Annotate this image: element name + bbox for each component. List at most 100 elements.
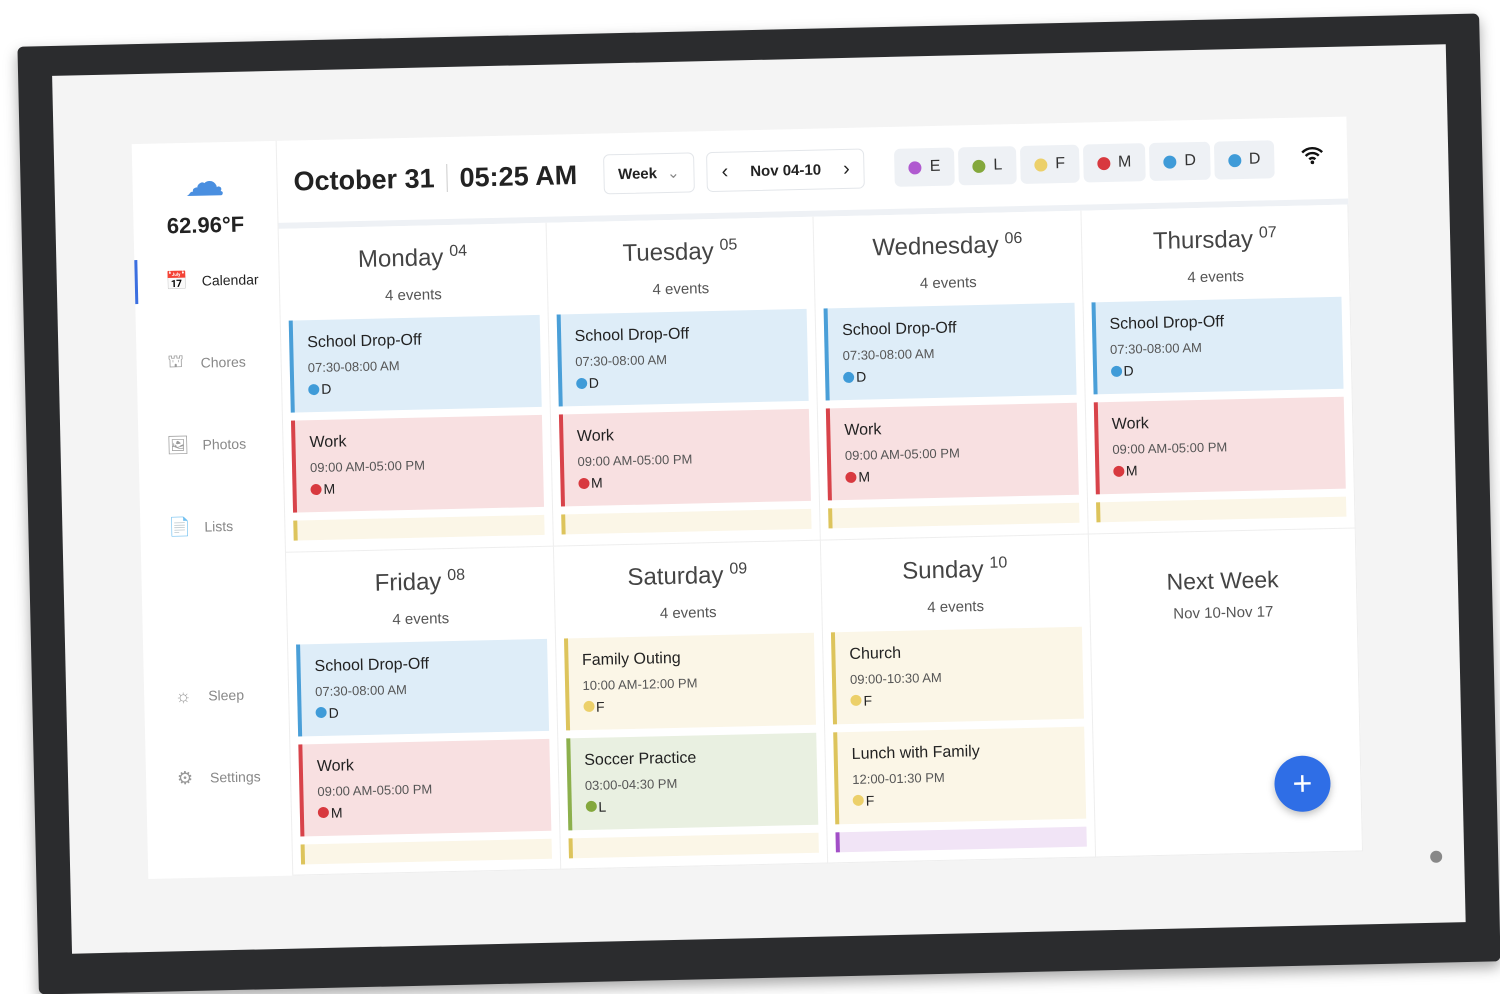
event-card[interactable]: School Drop-Off 07:30-08:00 AM D	[288, 314, 542, 413]
day-number: 05	[719, 236, 738, 254]
day-cell-thursday[interactable]: Thursday 07 4 events School Drop-Off 07:30-0…	[1080, 204, 1356, 535]
event-card[interactable]: Soccer Practice 03:00-04:30 PM L	[565, 732, 819, 830]
camera-indicator	[1430, 850, 1443, 863]
member-filter-chip[interactable]: F	[1019, 144, 1080, 184]
sidebar-item-label: Calendar	[201, 271, 259, 289]
day-heading: Friday 08	[294, 564, 545, 599]
event-member: M	[310, 476, 529, 497]
sidebar-item-sleep[interactable]: ☼ Sleep	[144, 672, 289, 719]
event-card-partial[interactable]	[568, 832, 819, 858]
day-cell-sunday[interactable]: Sunday 10 4 events Church 09:00-10:30 AM F Lun…	[820, 534, 1096, 864]
day-heading: Saturday 09	[562, 558, 813, 593]
event-time: 12:00-01:30 PM	[852, 769, 945, 787]
next-week-range: Nov 10-Nov 17	[1173, 602, 1274, 623]
member-filter-chip[interactable]: M	[1082, 143, 1146, 183]
event-card-partial[interactable]	[293, 514, 545, 541]
event-card-partial[interactable]	[835, 826, 1087, 852]
member-filter-chip[interactable]: E	[894, 147, 955, 187]
event-member: F	[852, 787, 1072, 809]
member-initial: M	[1117, 153, 1132, 171]
view-select[interactable]: Week ⌄	[602, 152, 696, 195]
member-filter-chip[interactable]: L	[957, 146, 1017, 186]
member-initial: F	[865, 791, 875, 809]
member-initial: L	[598, 798, 607, 815]
device-frame: ☁ 62.96°F 📅 Calendar ⛫ Chores 🖼 Photos 📄 Lists …	[17, 13, 1500, 994]
event-title: Family Outing	[581, 649, 681, 669]
event-card[interactable]: Family Outing 10:00 AM-12:00 PM F	[563, 632, 817, 730]
event-time: 09:00-10:30 AM	[849, 669, 942, 687]
current-time: 05:25 AM	[459, 159, 578, 193]
event-count: 4 events	[659, 603, 717, 622]
event-card-partial[interactable]	[828, 502, 1080, 529]
screen: ☁ 62.96°F 📅 Calendar ⛫ Chores 🖼 Photos 📄 Lists …	[52, 44, 1466, 954]
event-count: 4 events	[919, 274, 977, 293]
event-time: 07:30-08:00 AM	[314, 681, 408, 699]
event-card[interactable]: Work 09:00 AM-05:00 PM M	[290, 414, 544, 513]
event-card[interactable]: Work 09:00 AM-05:00 PM M	[558, 408, 811, 507]
member-initial: D	[328, 704, 339, 721]
chevron-left-icon[interactable]: ‹	[721, 160, 729, 183]
chevron-down-icon: ⌄	[666, 164, 680, 182]
day-cell-saturday[interactable]: Saturday 09 4 events Family Outing 10:00 AM-…	[553, 540, 829, 870]
event-title: School Drop-Off	[574, 325, 690, 346]
day-cell-wednesday[interactable]: Wednesday 06 4 events School Drop-Off 07:30-…	[813, 210, 1089, 541]
chores-icon: ⛫	[167, 351, 185, 372]
day-cell-tuesday[interactable]: Tuesday 05 4 events School Drop-Off 07:30-08…	[546, 216, 821, 547]
member-filter-chip[interactable]: D	[1213, 140, 1275, 180]
member-initial: L	[993, 156, 1003, 174]
event-title: Work	[1111, 415, 1150, 433]
day-name: Tuesday	[622, 237, 715, 268]
sidebar-item-chores[interactable]: ⛫ Chores	[136, 339, 281, 386]
event-card[interactable]: School Drop-Off 07:30-08:00 AM D	[1091, 296, 1344, 395]
event-card[interactable]: School Drop-Off 07:30-08:00 AM D	[823, 302, 1077, 401]
day-cell-friday[interactable]: Friday 08 4 events School Drop-Off 07:30-08:…	[285, 546, 561, 876]
event-time: 09:00 AM-05:00 PM	[309, 457, 426, 476]
event-title: Work	[844, 421, 882, 440]
sidebar-item-calendar[interactable]: 📅 Calendar	[134, 256, 280, 305]
event-card[interactable]: Work 09:00 AM-05:00 PM M	[825, 402, 1079, 501]
member-initial: M	[323, 480, 336, 497]
member-color-dot	[1096, 156, 1111, 170]
sidebar-item-photos[interactable]: 🖼 Photos	[138, 421, 283, 468]
member-initial: E	[929, 157, 941, 176]
day-heading: Tuesday 05	[554, 235, 805, 270]
sidebar-item-label: Chores	[200, 353, 246, 371]
calendar-icon: 📅	[165, 270, 189, 291]
sidebar-bottom-nav: ☼ Sleep ⚙ Settings	[144, 672, 292, 839]
day-number: 10	[989, 553, 1008, 572]
event-card-partial[interactable]	[560, 508, 812, 535]
week-grid: Monday 04 4 events School Drop-Off 07:30-08:…	[278, 204, 1364, 876]
next-week-cell[interactable]: Next Week Nov 10-Nov 17 +	[1088, 527, 1364, 858]
sidebar-nav: 📅 Calendar ⛫ Chores 🖼 Photos 📄 Lists	[134, 256, 285, 588]
event-member: D	[843, 364, 1062, 385]
event-card[interactable]: School Drop-Off 07:30-08:00 AM D	[556, 308, 809, 407]
event-title: Work	[576, 427, 615, 446]
day-name: Friday	[374, 567, 442, 597]
event-count: 4 events	[652, 280, 710, 299]
sidebar-item-settings[interactable]: ⚙ Settings	[146, 754, 291, 801]
event-title: Church	[849, 644, 902, 663]
add-event-button[interactable]: +	[1273, 755, 1332, 813]
chevron-right-icon[interactable]: ›	[842, 157, 850, 180]
header: October 31 05:25 AM Week ⌄ ‹ Nov 04-10 › …	[276, 116, 1349, 229]
event-member: D	[315, 700, 534, 721]
event-card-partial[interactable]	[300, 838, 552, 864]
sun-icon: ☼	[174, 685, 192, 706]
event-card[interactable]: Work 09:00 AM-05:00 PM M	[1093, 396, 1346, 495]
event-card[interactable]: Lunch with Family 12:00-01:30 PM F	[833, 726, 1086, 824]
event-card[interactable]: School Drop-Off 07:30-08:00 AM D	[296, 638, 549, 737]
event-time: 10:00 AM-12:00 PM	[582, 674, 698, 693]
member-color-dot	[585, 800, 597, 813]
member-initial: M	[590, 474, 603, 491]
sidebar-item-lists[interactable]: 📄 Lists	[140, 503, 285, 550]
event-time: 09:00 AM-05:00 PM	[844, 445, 960, 464]
day-cell-monday[interactable]: Monday 04 4 events School Drop-Off 07:30-08:…	[278, 222, 554, 553]
member-initial: F	[595, 698, 605, 715]
wifi-icon	[1300, 145, 1325, 172]
event-card[interactable]: Church 09:00-10:30 AM F	[830, 626, 1084, 724]
event-card-partial[interactable]	[1095, 496, 1347, 523]
day-number: 06	[1004, 229, 1023, 248]
event-card[interactable]: Work 09:00 AM-05:00 PM M	[298, 738, 551, 836]
member-color-dot	[1110, 365, 1122, 377]
member-filter-chip[interactable]: D	[1148, 141, 1211, 182]
